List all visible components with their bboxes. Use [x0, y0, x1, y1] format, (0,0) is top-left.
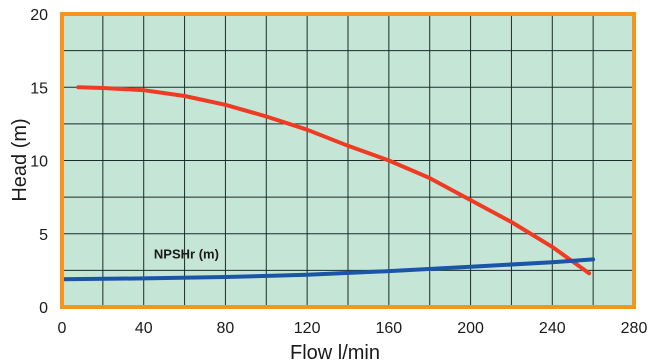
x-tick-label: 240: [539, 320, 566, 337]
npshr-curve-line: [60, 257, 596, 282]
y-axis-label: Head (m): [9, 118, 31, 201]
y-tick-labels: 0 5 10 15 20: [30, 7, 48, 317]
y-tick-label: 20: [30, 7, 48, 24]
x-tick-label: 200: [457, 320, 484, 337]
y-tick-label: 0: [39, 300, 48, 317]
x-tick-label: 280: [621, 320, 648, 337]
y-tick-label: 5: [39, 227, 48, 244]
x-tick-label: 160: [376, 320, 403, 337]
x-tick-label: 120: [294, 320, 321, 337]
x-tick-label: 0: [58, 320, 67, 337]
plot-frame: [60, 12, 636, 309]
series-layer: [60, 85, 596, 282]
npshr-annotation: NPSHr (m): [154, 247, 219, 262]
x-tick-labels: 0 40 80 120 160 200 240 280: [58, 320, 648, 337]
y-tick-label: 10: [30, 154, 48, 171]
x-tick-label: 40: [135, 320, 153, 337]
x-axis-label: Flow l/min: [290, 342, 380, 364]
grid: [62, 14, 634, 307]
y-tick-label: 15: [30, 80, 48, 97]
head-curve-line: [76, 85, 592, 276]
x-tick-label: 80: [217, 320, 235, 337]
